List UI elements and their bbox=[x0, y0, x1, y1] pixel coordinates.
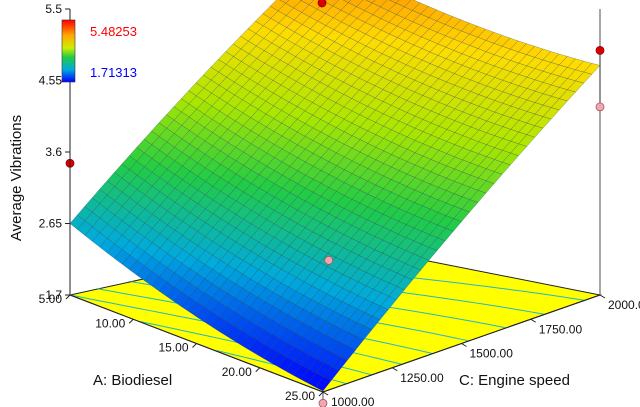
z-tick-label: 3.6 bbox=[45, 145, 62, 159]
x-tick bbox=[128, 318, 134, 324]
y-tick bbox=[599, 294, 606, 299]
y-tick-label: 1500.00 bbox=[470, 347, 514, 361]
x-tick bbox=[318, 391, 324, 397]
design-point bbox=[318, 398, 328, 407]
z-tick-label: 2.65 bbox=[39, 217, 63, 231]
y-tick bbox=[391, 367, 398, 372]
y-tick-label: 1750.00 bbox=[539, 322, 583, 336]
legend-max-value: 5.48253 bbox=[90, 24, 137, 39]
color-legend: 5.48253 1.71313 bbox=[61, 19, 137, 83]
response-surface bbox=[69, 0, 601, 392]
z-tick-label: 4.55 bbox=[39, 74, 63, 88]
x-tick-label: 15.00 bbox=[158, 341, 188, 355]
legend-min-value: 1.71313 bbox=[90, 65, 137, 80]
x-axis-label: A: Biodiesel bbox=[93, 372, 172, 389]
design-point bbox=[324, 255, 334, 265]
y-tick-label: 2000.00 bbox=[608, 298, 640, 312]
x-tick-label: 5.00 bbox=[39, 292, 63, 306]
design-point bbox=[317, 0, 327, 8]
y-tick bbox=[530, 318, 537, 323]
z-tick-label: 1.7 bbox=[45, 288, 62, 302]
y-axis-label: C: Engine speed bbox=[459, 372, 570, 389]
z-tick-label: 5.5 bbox=[45, 2, 62, 16]
y-tick-label: 1250.00 bbox=[400, 371, 444, 385]
x-tick bbox=[65, 294, 71, 300]
design-point bbox=[595, 45, 605, 55]
z-axis-label: Average Vibrations bbox=[8, 115, 25, 241]
x-tick-label: 10.00 bbox=[95, 316, 125, 330]
axis-ticks: 1.7 2.65 3.6 4.55 5.5 5.00 10.00 15.00 20.00 25.0… bbox=[39, 2, 640, 407]
x-tick-label: 20.00 bbox=[222, 365, 252, 379]
x-tick bbox=[192, 343, 197, 348]
surface-cell bbox=[315, 376, 332, 392]
design-point bbox=[595, 102, 605, 112]
y-tick bbox=[322, 391, 329, 396]
legend-color-bar bbox=[61, 19, 76, 83]
y-tick bbox=[461, 343, 467, 347]
x-tick-label: 25.00 bbox=[285, 389, 315, 403]
y-tick-label: 1000.00 bbox=[331, 395, 375, 407]
x-tick bbox=[255, 367, 261, 373]
